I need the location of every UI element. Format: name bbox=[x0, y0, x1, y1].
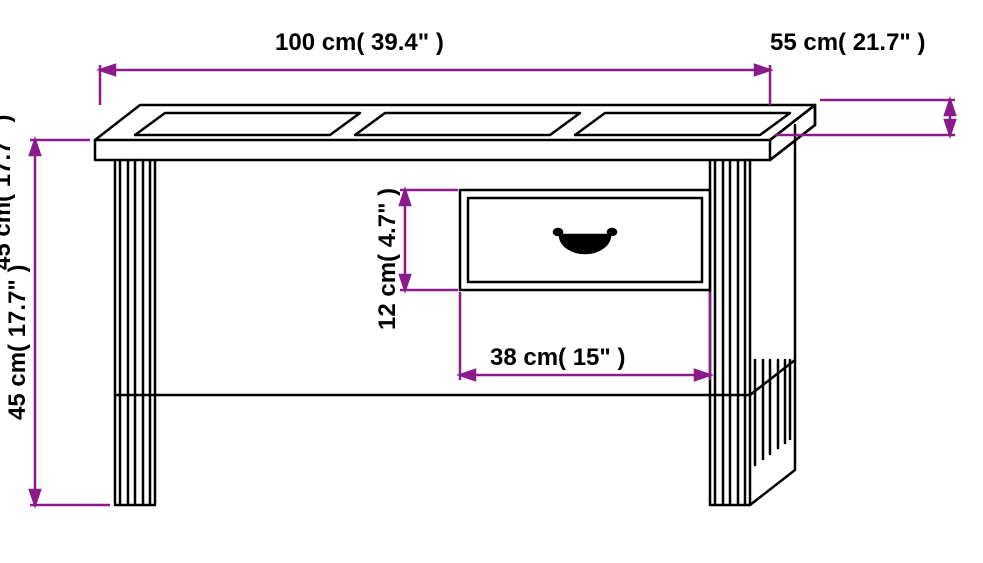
drawer-width-text: 38 cm( 15" ) bbox=[490, 344, 625, 371]
height-label-1: 45 cm( 17.7" ) bbox=[0, 115, 16, 270]
drawer-height-text: 12 cm( 4.7" ) bbox=[374, 188, 401, 330]
dimension-lines bbox=[30, 65, 955, 505]
dimension-drawing: 100 cm( 39.4" ) 55 cm( 21.7" ) 45 cm( 17… bbox=[0, 0, 983, 563]
width-label: 100 cm( 39.4" ) bbox=[275, 29, 444, 56]
table-outline bbox=[95, 105, 815, 505]
depth-label: 55 cm( 21.7" ) bbox=[770, 29, 925, 56]
height-text: 45 cm( 17.7" ) bbox=[4, 265, 31, 420]
